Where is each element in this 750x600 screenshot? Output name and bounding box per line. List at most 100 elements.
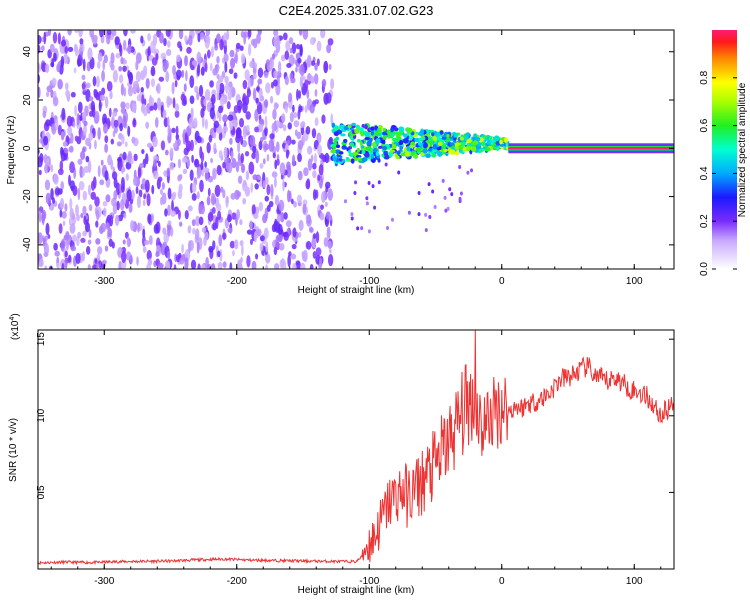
spectrogram-signal-cell — [488, 135, 493, 141]
spectrogram-noise-cell — [291, 154, 296, 167]
spectrogram-noise-cell — [121, 166, 124, 175]
spectrogram-frame — [37, 29, 675, 270]
spectrogram-noise-cell — [274, 218, 278, 229]
spectrogram-noise-cell — [295, 88, 300, 101]
spectrogram-signal-cell — [409, 144, 414, 149]
spectrogram-noise-cell — [147, 46, 152, 57]
spectrogram-scatter-cell — [390, 217, 394, 222]
spectrogram-noise-cell — [122, 65, 127, 72]
snr-y-multiplier-base: (x10 — [10, 320, 21, 340]
spectrogram-noise-cell — [110, 63, 115, 71]
spectrogram-noise-cell — [285, 220, 292, 228]
spectrogram-noise-cell — [99, 30, 104, 38]
spectrogram-noise-cell — [49, 43, 55, 53]
spectrogram-noise-cell — [273, 102, 279, 111]
spectrogram-noise-cell — [291, 139, 296, 145]
spectrogram-signal-cell — [349, 142, 355, 147]
spectrogram-noise-cell — [223, 40, 227, 47]
spectrogram-noise-cell — [318, 257, 323, 268]
spectrogram-noise-cell — [147, 33, 151, 42]
spectrogram-signal-cell — [335, 144, 341, 149]
spectrogram-noise-cell — [324, 152, 330, 164]
spectrogram-noise-cell — [38, 169, 42, 176]
spectrogram-noise-cell — [172, 97, 176, 109]
spectrogram-noise-cell — [80, 51, 84, 57]
spectrogram-noise-cell — [90, 100, 96, 112]
spectrogram-signal-cell — [431, 132, 435, 137]
spectrogram-noise-cell — [203, 98, 207, 107]
spectrogram-scatter-cell — [428, 214, 432, 219]
spectrogram-noise-cell — [306, 89, 310, 99]
spectrogram-noise-cell — [177, 41, 182, 49]
spectrogram-noise-cell — [100, 222, 107, 233]
spectrogram-noise-cell — [70, 91, 76, 98]
spectrogram-noise-cell — [293, 201, 297, 208]
spectrogram-signal-cell — [466, 138, 472, 144]
spectrogram-signal-cell — [394, 127, 399, 132]
spectrogram-noise-cell — [111, 30, 117, 37]
spectrogram-noise-cell — [188, 239, 194, 251]
spectrogram-noise-cell — [253, 213, 259, 220]
spectrogram-scatter-cell — [424, 228, 428, 233]
spectrogram-noise-cell — [128, 203, 133, 213]
spectrogram-noise-cell — [43, 242, 50, 256]
spectrogram-noise-cell — [234, 189, 240, 200]
spectrogram-noise-cell — [211, 206, 216, 214]
spectrogram-noise-cell — [138, 162, 145, 169]
spectrogram-noise-cell — [297, 109, 301, 120]
spectrogram-noise-cell — [229, 117, 234, 131]
spectrogram-noise-cell — [240, 135, 244, 145]
spectrogram-signal-cell — [364, 137, 371, 141]
spectrogram-noise-cell — [187, 205, 193, 212]
spectrogram-noise-cell — [146, 262, 152, 269]
spectrogram-noise-cell — [146, 250, 152, 261]
spectrogram-scatter-cell — [446, 206, 450, 211]
spectrogram-noise-cell — [94, 111, 100, 124]
spectrogram-noise-cell — [44, 163, 49, 174]
spectrogram-noise-cell — [214, 44, 219, 51]
spectrogram-noise-cell — [162, 241, 167, 248]
spectrogram-noise-cell — [110, 52, 115, 65]
spectrogram-noise-cell — [157, 262, 164, 269]
spectrogram-noise-cell — [111, 116, 115, 129]
spectrogram-signal-cell — [423, 142, 428, 149]
spectrogram-signal-cell — [395, 132, 401, 138]
colorbar-tick-label: 0.2 — [699, 214, 710, 228]
spectrogram-noise-cell — [326, 227, 330, 235]
spectrogram-noise-cell — [307, 158, 313, 171]
spectrogram-noise-cell — [309, 103, 315, 114]
spectrogram-noise-cell — [289, 47, 293, 54]
spectrogram-noise-cell — [50, 164, 54, 173]
colorbar: 0.0 0.2 0.4 0.6 0.8 Normalized spectral ampl… — [699, 30, 748, 276]
y-tick-label: 20 — [22, 94, 33, 106]
spectrogram-noise-cell — [298, 90, 302, 99]
spectrogram-noise-cell — [311, 128, 317, 139]
spectrogram-noise-cell — [329, 215, 332, 221]
colorbar-tick-label: 0.4 — [699, 166, 710, 180]
spectrogram-noise-cell — [222, 261, 227, 269]
spectrogram-noise-cell — [82, 190, 88, 201]
spectrogram-noise-cell — [196, 64, 201, 77]
spectrogram-noise-cell — [87, 239, 92, 245]
spectrogram-signal-cell — [439, 130, 444, 135]
spectrogram-noise-cell — [169, 147, 174, 159]
snr-plot: -300 -200 -100 0 100 0.5 1.0 1.5 Height of str… — [8, 313, 675, 596]
spectrogram-noise-cell — [299, 75, 306, 81]
spectrogram-noise-cell — [330, 78, 335, 90]
spectrogram-noise-cell — [85, 82, 91, 89]
spectrogram-noise-cell — [227, 81, 233, 92]
spectrogram-signal-cell — [446, 134, 450, 138]
spectrogram-noise-cell — [142, 199, 146, 207]
spectrogram-noise-cell — [81, 74, 86, 81]
spectrogram-noise-cell — [112, 110, 118, 117]
spectrogram-signal-cell — [369, 137, 373, 144]
spectrogram-noise-cell — [181, 243, 184, 254]
spectrogram-noise-cell — [74, 135, 79, 142]
spectrogram-noise-cell — [233, 105, 239, 114]
spectrogram-noise-cell — [50, 62, 55, 68]
spectrogram-noise-cell — [173, 264, 177, 269]
spectrogram-signal-cell — [475, 136, 481, 142]
spectrogram-noise-cell — [87, 264, 91, 269]
spectrogram-noise-cell — [76, 235, 80, 247]
spectrogram-noise-cell — [224, 61, 228, 73]
